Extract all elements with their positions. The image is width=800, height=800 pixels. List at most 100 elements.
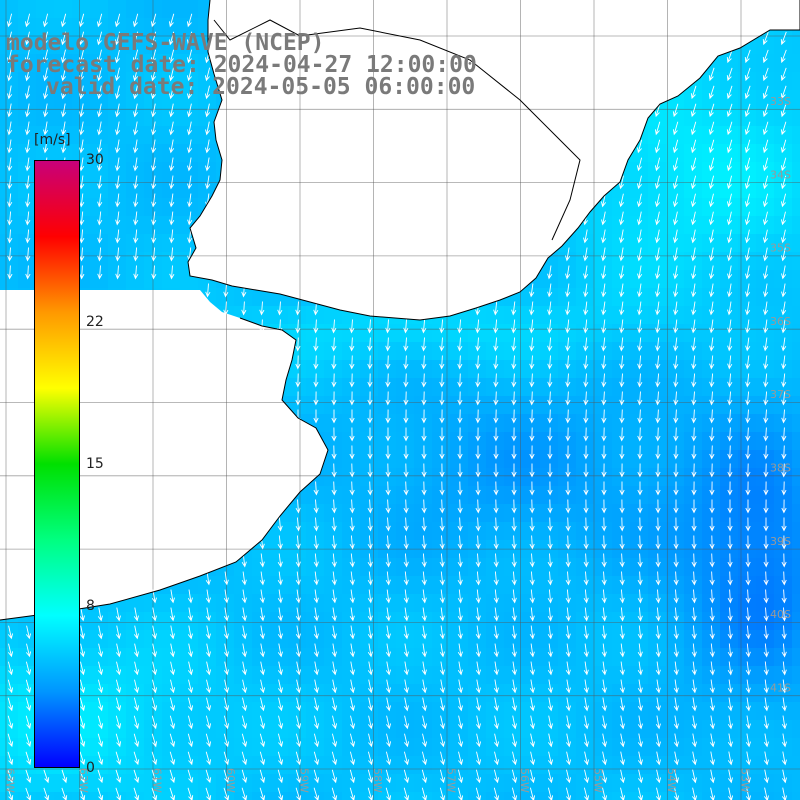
wind-arrow bbox=[565, 769, 572, 784]
wind-arrow bbox=[367, 553, 373, 568]
colorbar-tick-30: 30 bbox=[86, 152, 104, 168]
wind-arrow bbox=[403, 643, 409, 658]
wind-cell bbox=[792, 234, 800, 252]
wind-arrow bbox=[403, 625, 409, 640]
wind-cell bbox=[252, 288, 270, 306]
wind-cell bbox=[612, 450, 630, 468]
wind-cell bbox=[468, 360, 486, 378]
wind-cell bbox=[450, 414, 468, 432]
wind-arrow bbox=[61, 103, 67, 118]
wind-arrow bbox=[780, 139, 787, 154]
wind-arrow bbox=[79, 607, 85, 622]
wind-cell bbox=[594, 756, 612, 774]
wind-cell bbox=[234, 648, 252, 666]
wind-cell bbox=[432, 702, 450, 720]
wind-arrow bbox=[744, 85, 751, 100]
wind-cell bbox=[468, 432, 486, 450]
wind-arrow bbox=[780, 31, 787, 46]
lat-label: 35S bbox=[770, 242, 791, 255]
wind-cell bbox=[738, 450, 756, 468]
wind-cell bbox=[270, 774, 288, 792]
wind-cell bbox=[504, 342, 522, 360]
wind-cell bbox=[720, 108, 738, 126]
wind-arrow bbox=[421, 643, 427, 658]
wind-arrow bbox=[79, 661, 86, 676]
wind-arrow bbox=[457, 499, 463, 514]
wind-arrow bbox=[655, 247, 661, 262]
wind-cell bbox=[666, 108, 684, 126]
wind-arrow bbox=[691, 373, 697, 388]
wind-arrow bbox=[7, 625, 14, 640]
wind-arrow bbox=[727, 625, 733, 640]
wind-cell bbox=[648, 576, 666, 594]
wind-arrow bbox=[78, 49, 85, 64]
wind-arrow bbox=[168, 67, 174, 82]
wind-cell bbox=[684, 648, 702, 666]
wind-cell bbox=[576, 342, 594, 360]
wind-cell bbox=[486, 414, 504, 432]
wind-cell bbox=[126, 18, 144, 36]
wind-cell bbox=[342, 360, 360, 378]
wind-cell bbox=[432, 378, 450, 396]
wind-cell bbox=[540, 414, 558, 432]
wind-cell bbox=[540, 630, 558, 648]
wind-arrow bbox=[637, 319, 643, 334]
wind-cell bbox=[684, 576, 702, 594]
wind-arrow bbox=[744, 193, 750, 208]
wind-arrow bbox=[25, 211, 31, 226]
wind-arrow bbox=[403, 715, 410, 730]
wind-cell bbox=[342, 792, 360, 800]
wind-arrow bbox=[403, 661, 409, 676]
wind-cell bbox=[468, 414, 486, 432]
wind-arrow bbox=[673, 715, 679, 730]
wind-cell bbox=[522, 522, 540, 540]
wind-arrow bbox=[744, 157, 751, 172]
wind-cell bbox=[162, 774, 180, 792]
wind-arrow bbox=[781, 481, 787, 496]
wind-arrow bbox=[547, 283, 553, 298]
wind-arrow bbox=[691, 301, 697, 316]
wind-arrow bbox=[709, 355, 715, 370]
wind-arrow bbox=[727, 571, 733, 586]
wind-cell bbox=[666, 360, 684, 378]
wind-cell bbox=[450, 774, 468, 792]
wind-cell bbox=[396, 720, 414, 738]
wind-arrow bbox=[349, 625, 355, 640]
wind-cell bbox=[54, 774, 72, 792]
wind-arrow bbox=[97, 643, 104, 658]
wind-cell bbox=[792, 414, 800, 432]
wind-arrow bbox=[349, 643, 355, 658]
wind-arrow bbox=[349, 355, 355, 370]
wind-arrow bbox=[762, 49, 769, 64]
wind-cell bbox=[666, 450, 684, 468]
colorbar-gradient bbox=[34, 160, 80, 768]
wind-arrow bbox=[547, 409, 553, 424]
wind-cell bbox=[522, 612, 540, 630]
wind-arrow bbox=[672, 103, 679, 118]
wind-cell bbox=[738, 54, 756, 72]
wind-cell bbox=[0, 630, 18, 648]
wind-arrow bbox=[169, 679, 176, 694]
wind-arrow bbox=[601, 499, 607, 514]
wind-arrow bbox=[313, 535, 319, 550]
wind-arrow bbox=[762, 103, 769, 118]
wind-arrow bbox=[745, 319, 751, 334]
wind-cell bbox=[18, 252, 36, 270]
wind-arrow bbox=[367, 319, 373, 334]
lon-label: 54W bbox=[665, 768, 678, 793]
wind-cell bbox=[576, 702, 594, 720]
wind-arrow bbox=[403, 445, 409, 460]
wind-cell bbox=[720, 630, 738, 648]
wind-cell bbox=[126, 774, 144, 792]
wind-cell bbox=[666, 576, 684, 594]
wind-arrow bbox=[96, 13, 103, 28]
wind-arrow bbox=[205, 157, 211, 172]
wind-arrow bbox=[475, 697, 481, 712]
wind-cell bbox=[288, 594, 306, 612]
wind-arrow bbox=[637, 715, 643, 730]
wind-arrow bbox=[565, 733, 571, 748]
wind-cell bbox=[396, 468, 414, 486]
wind-cell bbox=[612, 360, 630, 378]
wind-cell bbox=[180, 612, 198, 630]
wind-cell bbox=[486, 342, 504, 360]
